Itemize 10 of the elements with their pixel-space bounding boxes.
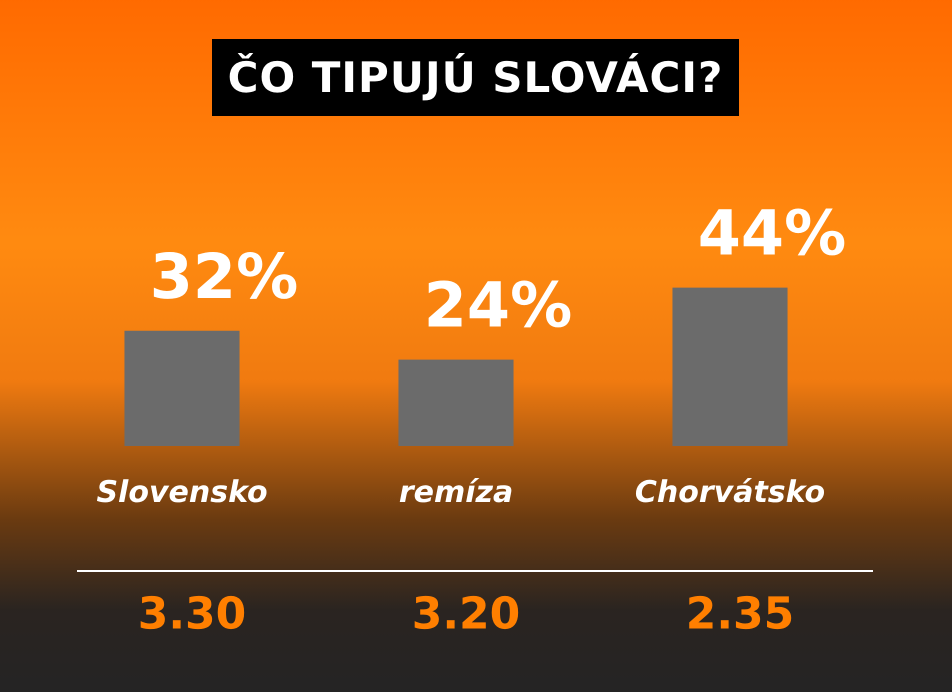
chart-title: ČO TIPUJÚ SLOVÁCI? (212, 39, 739, 116)
data-label: 32% (150, 240, 298, 313)
x-tick-label: Slovensko (96, 474, 268, 510)
text: 2.35 (686, 588, 794, 640)
text: 3.30 (138, 588, 246, 640)
x-tick-label: Chorvátsko (634, 474, 826, 510)
x-tick-label: remíza (398, 474, 514, 510)
data-label: 44% (698, 196, 846, 270)
data-label: 24% (424, 268, 572, 342)
text: 3.20 (412, 588, 520, 640)
